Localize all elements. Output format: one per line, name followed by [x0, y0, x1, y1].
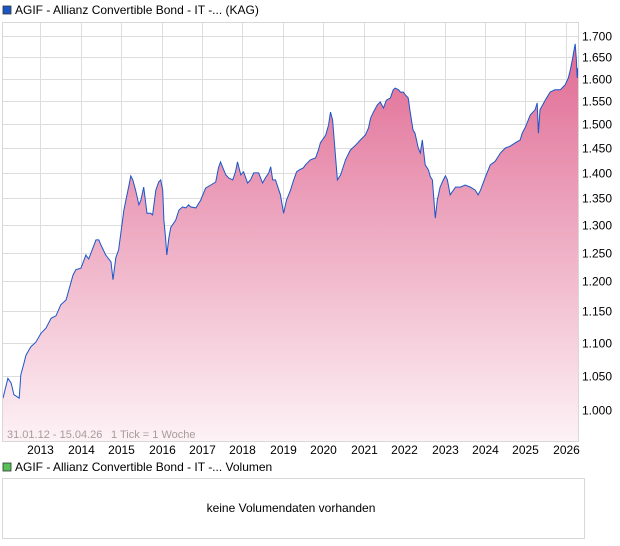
y-tick-label: 1.600: [582, 73, 612, 87]
y-tick-label: 1.300: [582, 219, 612, 233]
y-tick-label: 1.650: [582, 51, 612, 65]
tick-info: 1 Tick = 1 Woche: [111, 429, 195, 441]
x-tick-label: 2026: [553, 443, 580, 457]
price-area: [3, 43, 578, 442]
x-tick-label: 2025: [512, 443, 539, 457]
no-volume-message: keine Volumendaten vorhanden: [207, 501, 376, 515]
chart-title: AGIF - Allianz Convertible Bond - IT -..…: [15, 3, 259, 17]
x-tick-label: 2017: [189, 443, 216, 457]
y-tick-label: 1.400: [582, 167, 612, 181]
x-tick-label: 2014: [68, 443, 95, 457]
date-range: 31.01.12 - 15.04.26: [7, 429, 102, 441]
x-tick-label: 2022: [391, 443, 418, 457]
x-tick-label: 2020: [310, 443, 337, 457]
y-axis-labels: 1.000 1.050 1.100 1.150 1.200 1.250 1.300 1.350…: [582, 30, 612, 418]
y-tick-label: 1.200: [582, 275, 612, 289]
x-tick-label: 2023: [432, 443, 459, 457]
y-tick-label: 1.100: [582, 337, 612, 351]
x-tick-label: 2015: [108, 443, 135, 457]
x-tick-label: 2013: [27, 443, 54, 457]
y-tick-label: 1.550: [582, 95, 612, 109]
y-tick-label: 1.450: [582, 142, 612, 156]
y-tick-label: 1.250: [582, 247, 612, 261]
volume-panel: [2, 478, 585, 539]
x-tick-label: 2018: [229, 443, 256, 457]
legend-swatch-volume: [2, 462, 12, 472]
x-tick-label: 2021: [351, 443, 378, 457]
x-tick-label: 2019: [270, 443, 297, 457]
plot-frame: [2, 22, 579, 442]
x-axis-labels: 2013 2014 2015 2016 2017 2018 2019 2020 2021 2022…: [27, 443, 580, 457]
y-tick-label: 1.500: [582, 118, 612, 132]
volume-legend: AGIF - Allianz Convertible Bond - IT -..…: [15, 460, 272, 474]
legend-swatch-price: [2, 5, 12, 15]
y-tick-label: 1.050: [582, 370, 612, 384]
y-tick-label: 1.350: [582, 192, 612, 206]
x-tick-label: 2016: [149, 443, 176, 457]
y-tick-label: 1.000: [582, 404, 612, 418]
x-tick-label: 2024: [472, 443, 499, 457]
y-tick-label: 1.150: [582, 305, 612, 319]
price-line: [2, 43, 579, 399]
y-tick-label: 1.700: [582, 30, 612, 44]
